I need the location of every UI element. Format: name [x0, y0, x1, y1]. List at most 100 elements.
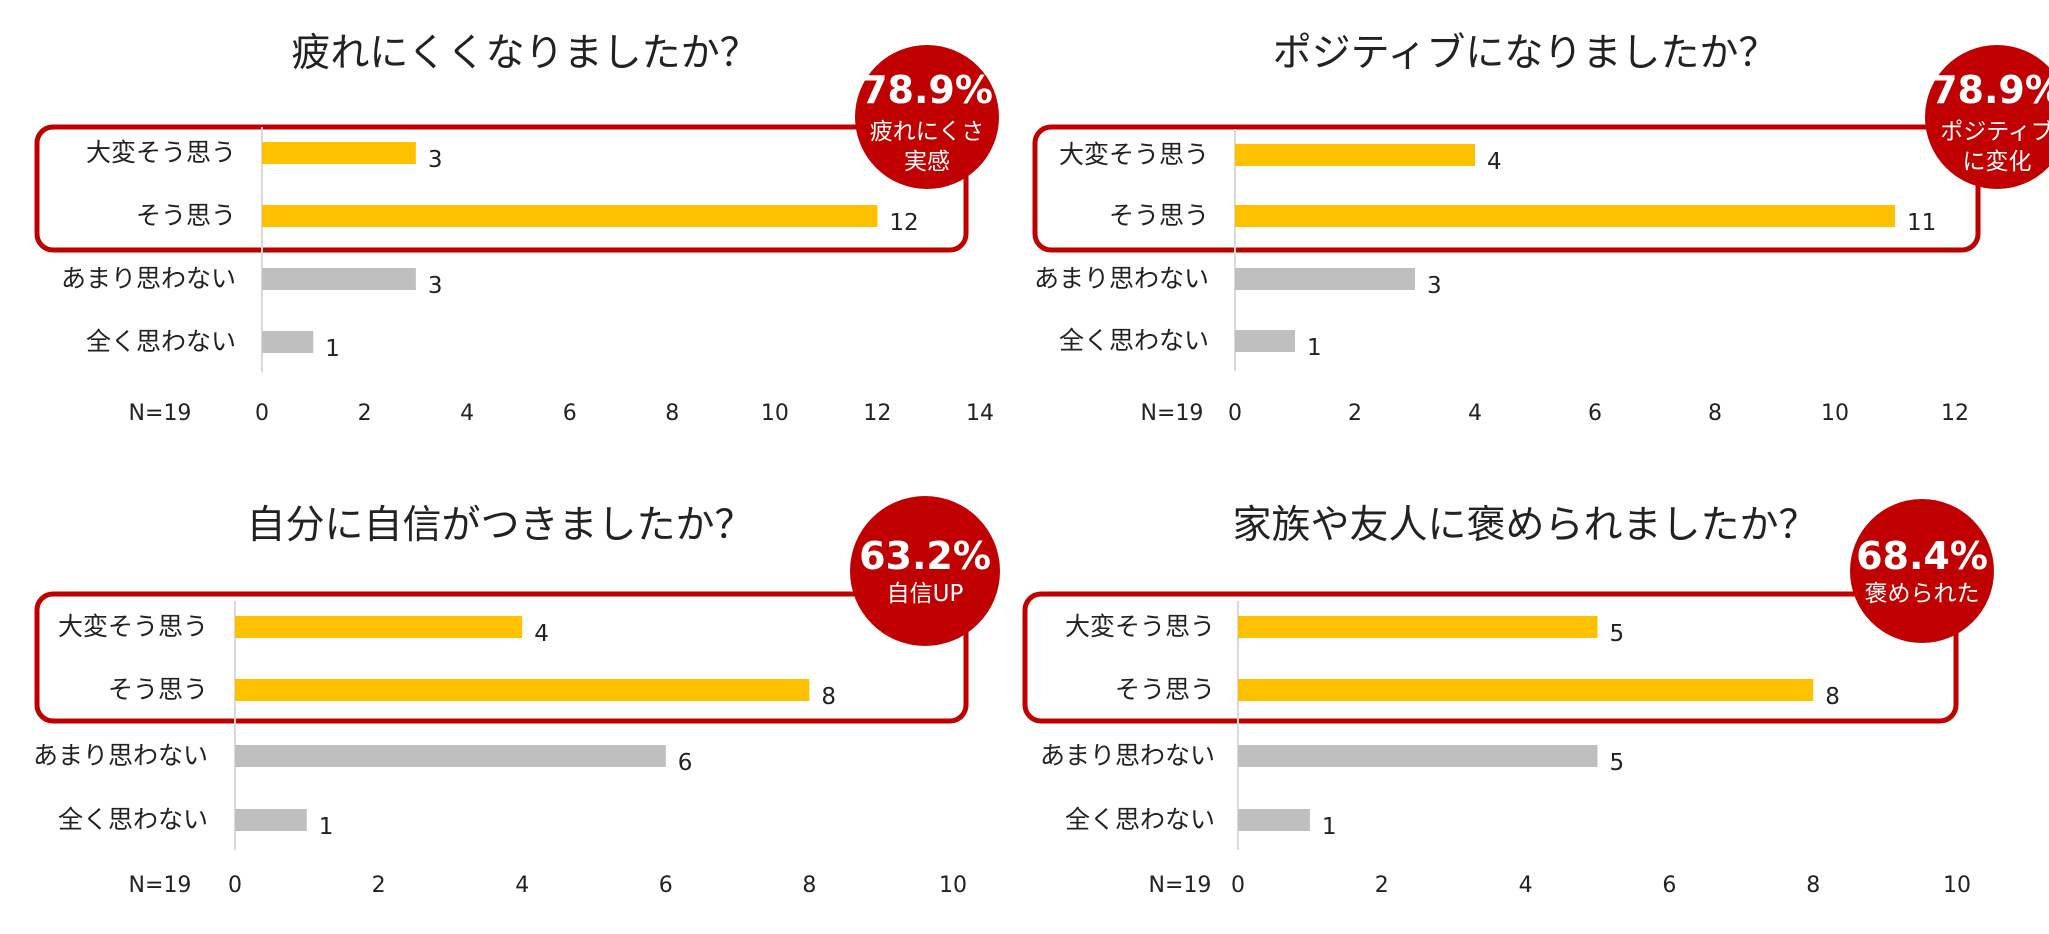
chart-svg-praised: 家族や友人に褒められましたか？ 大変そう思う 5 そう思う 8 あまり思わない 5 全く思わな…	[1022, 499, 1994, 898]
x-tick-label: 2	[1375, 873, 1389, 898]
x-tick-label: 0	[255, 401, 269, 426]
category-label: あまり思わない	[1040, 741, 1215, 770]
highlight-box	[34, 124, 969, 253]
x-tick-label: 8	[1708, 401, 1722, 426]
x-tick-label: 6	[563, 401, 577, 426]
x-tick-label: 6	[1662, 873, 1676, 898]
data-label: 3	[1427, 273, 1442, 299]
chart-svg-confidence: 自分に自信がつきましたか？ 大変そう思う 4 そう思う 8 あまり思わない 6 全く思わない 1…	[33, 496, 1000, 898]
category-label: あまり思わない	[1034, 264, 1209, 293]
category-label: 全く思わない	[1059, 326, 1209, 355]
data-label: 1	[325, 336, 340, 362]
category-label: そう思う	[136, 201, 236, 230]
x-tick-label: 10	[1943, 873, 1971, 898]
category-label: 大変そう思う	[86, 138, 236, 167]
chart-panel-confidence: 自分に自信がつきましたか？ 大変そう思う 4 そう思う 8 あまり思わない 6 全く思わない 1…	[0, 467, 1024, 934]
bar	[235, 745, 666, 767]
x-tick-label: 8	[1806, 873, 1820, 898]
data-label: 8	[821, 684, 836, 710]
data-label: 6	[678, 750, 693, 776]
x-tick-label: 4	[515, 873, 529, 898]
category-label: 大変そう思う	[1059, 140, 1209, 169]
category-label: そう思う	[108, 675, 208, 704]
x-tick-label: 4	[1519, 873, 1533, 898]
chart-title: ポジティブになりましたか？	[1273, 31, 1778, 76]
data-label: 5	[1610, 750, 1625, 776]
chart-title: 疲れにくくなりましたか？	[291, 31, 758, 76]
x-tick-label: 12	[1941, 401, 1969, 426]
x-tick-label: 6	[659, 873, 673, 898]
highlight-box	[34, 591, 969, 724]
x-tick-label: 0	[228, 873, 242, 898]
data-label: 4	[1487, 149, 1502, 175]
category-label: あまり思わない	[33, 741, 208, 770]
bar	[235, 679, 810, 701]
x-tick-label: 8	[665, 401, 679, 426]
n-label: N=19	[129, 401, 192, 426]
category-label: 全く思わない	[58, 805, 208, 834]
bar	[235, 616, 523, 638]
bar	[262, 331, 314, 353]
data-label: 1	[1307, 335, 1322, 361]
bar	[1238, 745, 1598, 767]
badge-percent: 68.4%	[1856, 534, 1988, 578]
x-tick-label: 12	[863, 401, 891, 426]
n-label: N=19	[1149, 873, 1212, 898]
x-tick-label: 2	[372, 873, 386, 898]
category-label: 大変そう思う	[1065, 612, 1215, 641]
x-tick-label: 0	[1231, 873, 1245, 898]
bar	[262, 142, 416, 164]
x-tick-label: 10	[761, 401, 789, 426]
data-label: 1	[1322, 814, 1337, 840]
x-tick-label: 10	[939, 873, 967, 898]
bar	[262, 268, 416, 290]
data-label: 5	[1610, 621, 1625, 647]
bar	[235, 809, 307, 831]
bar	[1235, 268, 1415, 290]
category-label: 大変そう思う	[58, 612, 208, 641]
x-tick-label: 2	[1348, 401, 1362, 426]
bar	[1238, 809, 1310, 831]
bar	[1235, 330, 1295, 352]
chart-svg-positive: ポジティブになりましたか？ 大変そう思う 4 そう思う 11 あまり思わない 3 全く思わない…	[1032, 31, 2049, 426]
x-tick-label: 2	[358, 401, 372, 426]
data-label: 3	[428, 273, 443, 299]
badge-caption: 実感	[904, 149, 950, 175]
bar	[1235, 144, 1475, 166]
data-label: 12	[889, 210, 918, 236]
category-label: 全く思わない	[1065, 805, 1215, 834]
percent-badge	[855, 45, 999, 189]
data-label: 11	[1907, 210, 1936, 236]
data-label: 8	[1825, 684, 1840, 710]
data-label: 1	[319, 814, 334, 840]
bar	[262, 205, 878, 227]
badge-caption: 疲れにくさ	[870, 119, 985, 145]
category-label: 全く思わない	[86, 327, 236, 356]
badge-caption: ポジティブ	[1940, 119, 2049, 145]
bar	[1238, 679, 1814, 701]
data-label: 3	[428, 147, 443, 173]
percent-badge	[1850, 499, 1994, 643]
badge-percent: 78.9%	[1931, 68, 2049, 112]
badge-caption: 自信UP	[887, 581, 964, 607]
x-tick-label: 0	[1228, 401, 1242, 426]
highlight-box	[1032, 124, 1981, 253]
bar	[1235, 205, 1895, 227]
x-tick-label: 4	[1468, 401, 1482, 426]
x-tick-label: 6	[1588, 401, 1602, 426]
chart-panel-positive: ポジティブになりましたか？ 大変そう思う 4 そう思う 11 あまり思わない 3 全く思わない…	[1025, 0, 2049, 467]
chart-title: 家族や友人に褒められましたか？	[1232, 503, 1817, 548]
badge-percent: 63.2%	[859, 534, 991, 578]
x-tick-label: 14	[966, 401, 994, 426]
chart-panel-tired-less: 疲れにくくなりましたか？ 大変そう思う 3 そう思う 12 あまり思わない 3 全く思わない 1…	[0, 0, 1024, 467]
percent-badge	[1925, 45, 2049, 189]
x-tick-label: 4	[460, 401, 474, 426]
badge-caption: に変化	[1963, 149, 2032, 175]
data-label: 4	[534, 621, 549, 647]
n-label: N=19	[1141, 401, 1204, 426]
x-tick-label: 10	[1821, 401, 1849, 426]
category-label: あまり思わない	[61, 264, 236, 293]
category-label: そう思う	[1109, 201, 1209, 230]
x-tick-label: 8	[802, 873, 816, 898]
